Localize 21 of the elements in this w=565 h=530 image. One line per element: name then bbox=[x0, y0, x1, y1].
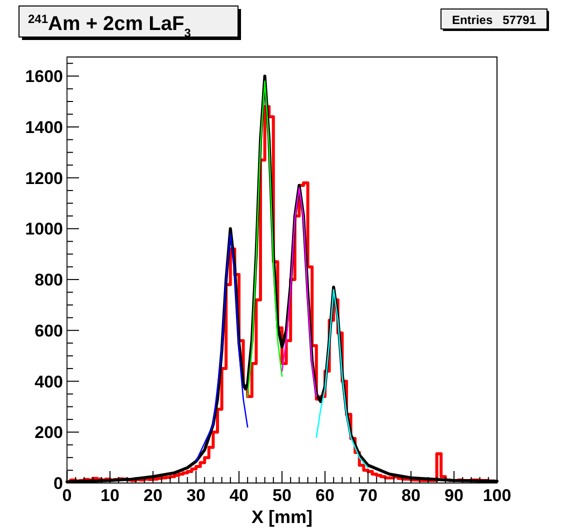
y-tick-label: 1600 bbox=[25, 67, 63, 86]
y-tick-label: 400 bbox=[34, 372, 63, 392]
y-tick-label: 1200 bbox=[25, 168, 63, 188]
y-tick-label: 1000 bbox=[25, 220, 63, 239]
x-tick-label: 70 bbox=[358, 486, 378, 505]
y-tick-label: 0 bbox=[54, 474, 63, 493]
x-tick-label: 20 bbox=[144, 486, 162, 505]
y-tick-label: 800 bbox=[34, 270, 63, 290]
x-tick-label: 80 bbox=[402, 486, 420, 505]
y-tick-label: 200 bbox=[34, 423, 63, 442]
x-tick-label: 60 bbox=[316, 486, 334, 505]
x-tick-label: 40 bbox=[230, 486, 248, 505]
x-tick-label: 100 bbox=[482, 486, 512, 505]
x-tick-label: 90 bbox=[444, 486, 464, 505]
text: Entries 57791 bbox=[452, 13, 536, 27]
y-tick-label: 600 bbox=[34, 321, 63, 340]
y-tick-label: 1400 bbox=[25, 118, 63, 137]
x-axis-title: X [mm] bbox=[251, 507, 313, 527]
x-tick-label: 50 bbox=[272, 486, 292, 505]
x-tick-label: 10 bbox=[100, 486, 120, 505]
x-tick-label: 30 bbox=[186, 486, 206, 505]
